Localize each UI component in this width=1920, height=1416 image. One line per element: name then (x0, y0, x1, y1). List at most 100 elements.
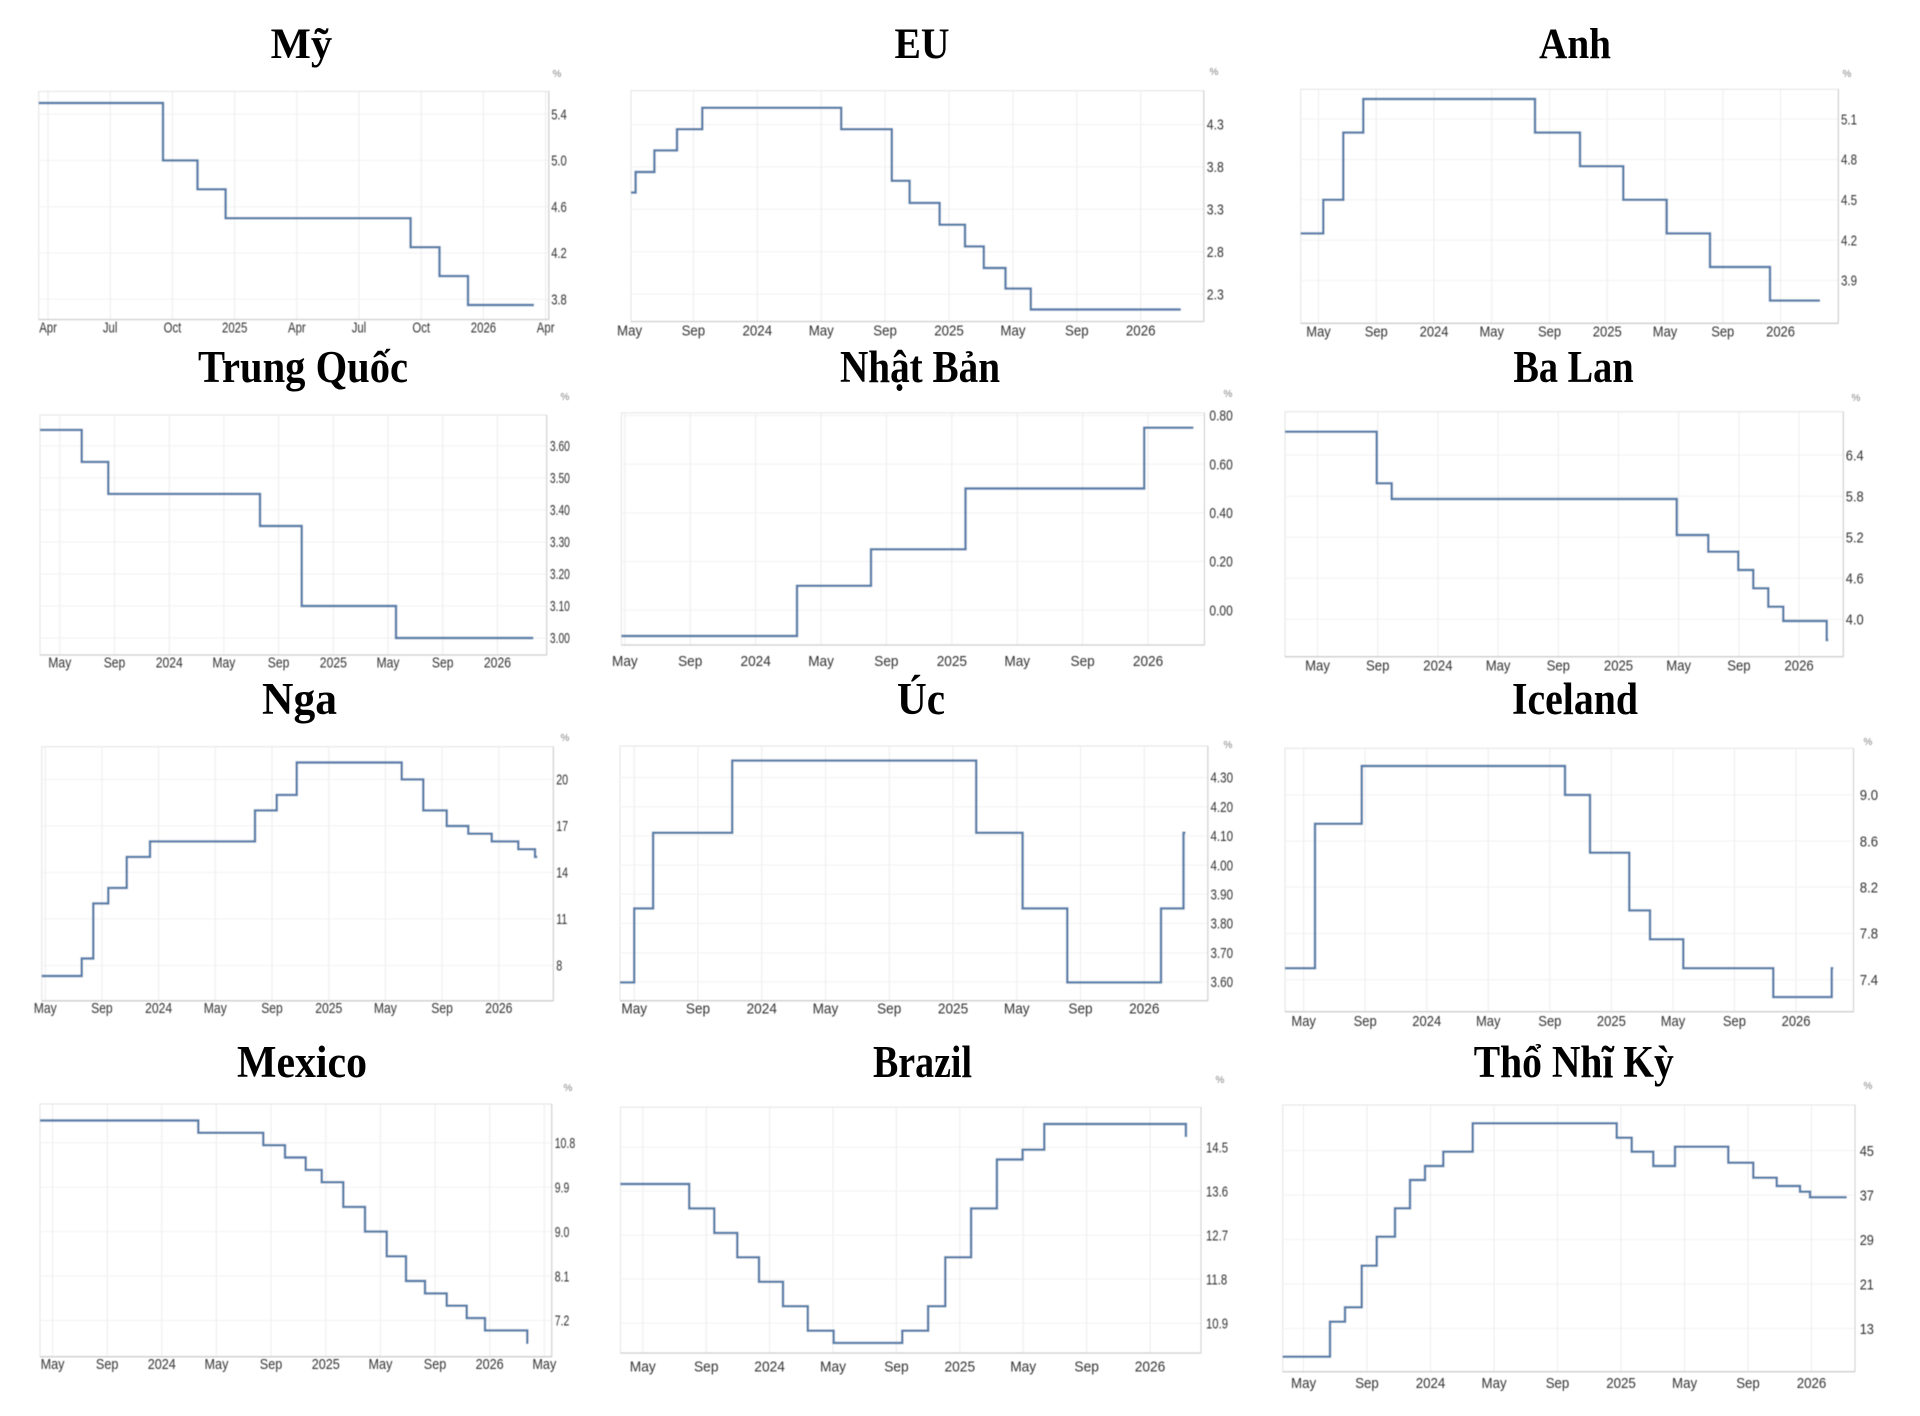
svg-text:3.60: 3.60 (550, 438, 570, 455)
svg-text:%: % (1852, 393, 1861, 404)
svg-text:2025: 2025 (1597, 1013, 1626, 1030)
svg-text:May: May (1653, 323, 1678, 340)
svg-text:Ba Lan: Ba Lan (1513, 342, 1633, 392)
svg-text:%: % (1216, 1075, 1225, 1086)
svg-text:Sep: Sep (1355, 1375, 1379, 1392)
svg-text:May: May (48, 655, 71, 672)
svg-text:May: May (205, 1356, 229, 1373)
svg-text:May: May (369, 1356, 393, 1373)
svg-text:29: 29 (1860, 1232, 1874, 1249)
svg-text:2026: 2026 (1782, 1013, 1811, 1030)
svg-text:2024: 2024 (754, 1358, 785, 1375)
svg-text:45: 45 (1860, 1143, 1874, 1160)
svg-text:May: May (808, 653, 834, 670)
svg-text:2025: 2025 (315, 1000, 342, 1017)
svg-text:%: % (561, 392, 570, 403)
svg-text:Mỹ: Mỹ (271, 21, 333, 68)
svg-text:May: May (1482, 1375, 1508, 1392)
svg-text:2025: 2025 (1604, 658, 1633, 675)
svg-text:May: May (813, 1001, 839, 1018)
svg-text:9.0: 9.0 (1860, 787, 1878, 804)
svg-text:3.8: 3.8 (551, 292, 567, 309)
svg-text:%: % (1864, 1081, 1873, 1092)
svg-text:3.8: 3.8 (1207, 159, 1224, 176)
svg-text:Sep: Sep (678, 653, 702, 670)
svg-text:May: May (41, 1356, 65, 1373)
svg-text:2025: 2025 (934, 322, 964, 339)
svg-text:2024: 2024 (743, 322, 773, 339)
svg-text:%: % (564, 1083, 573, 1094)
svg-text:2025: 2025 (320, 655, 347, 672)
svg-text:4.6: 4.6 (551, 199, 567, 216)
svg-text:14: 14 (556, 865, 568, 882)
svg-text:9.9: 9.9 (555, 1179, 570, 1196)
svg-text:Oct: Oct (164, 320, 182, 337)
svg-text:4.0: 4.0 (1846, 611, 1864, 628)
svg-text:May: May (1291, 1013, 1316, 1030)
svg-text:2024: 2024 (1416, 1375, 1446, 1392)
svg-text:12.7: 12.7 (1206, 1228, 1228, 1245)
svg-text:10.8: 10.8 (555, 1135, 576, 1152)
svg-text:Sep: Sep (884, 1358, 909, 1375)
svg-text:May: May (617, 322, 643, 339)
svg-text:May: May (1306, 323, 1331, 340)
svg-text:May: May (34, 1000, 57, 1017)
svg-text:Apr: Apr (288, 320, 306, 337)
svg-text:Sep: Sep (431, 1000, 453, 1017)
svg-text:May: May (1000, 322, 1026, 339)
svg-text:4.3: 4.3 (1207, 117, 1224, 134)
svg-text:Sep: Sep (1354, 1013, 1377, 1030)
svg-text:May: May (374, 1000, 397, 1017)
svg-text:4.6: 4.6 (1846, 570, 1864, 587)
svg-text:Sep: Sep (432, 655, 454, 672)
svg-text:May: May (1672, 1375, 1698, 1392)
svg-text:0.40: 0.40 (1209, 505, 1232, 522)
svg-text:Thổ Nhĩ Kỳ: Thổ Nhĩ Kỳ (1474, 1037, 1674, 1087)
svg-text:May: May (630, 1358, 656, 1375)
svg-text:2026: 2026 (471, 320, 496, 337)
svg-text:Sep: Sep (261, 1000, 283, 1017)
svg-text:2026: 2026 (1133, 653, 1163, 670)
svg-text:3.3: 3.3 (1207, 202, 1224, 219)
svg-text:13: 13 (1860, 1321, 1874, 1338)
svg-text:2024: 2024 (156, 655, 183, 672)
svg-text:2025: 2025 (222, 320, 247, 337)
svg-text:2025: 2025 (312, 1356, 340, 1373)
svg-text:2026: 2026 (1126, 322, 1156, 339)
svg-text:Sep: Sep (1723, 1013, 1746, 1030)
svg-text:%: % (1224, 740, 1233, 751)
svg-text:Anh: Anh (1539, 21, 1611, 68)
svg-text:May: May (1476, 1013, 1501, 1030)
svg-text:May: May (212, 655, 235, 672)
svg-text:2026: 2026 (485, 1000, 512, 1017)
svg-text:May: May (621, 1001, 647, 1018)
svg-text:Sep: Sep (268, 655, 290, 672)
svg-text:4.30: 4.30 (1211, 770, 1234, 787)
svg-text:%: % (1843, 69, 1852, 80)
svg-text:3.80: 3.80 (1211, 916, 1234, 933)
svg-text:4.2: 4.2 (551, 245, 567, 262)
svg-text:Nhật Bản: Nhật Bản (840, 342, 1000, 392)
svg-text:5.1: 5.1 (1841, 111, 1857, 128)
svg-text:Sep: Sep (1538, 323, 1561, 340)
svg-text:3.70: 3.70 (1211, 945, 1234, 962)
svg-text:4.5: 4.5 (1841, 192, 1857, 209)
svg-text:2024: 2024 (1423, 658, 1452, 675)
svg-text:%: % (1224, 389, 1233, 400)
svg-text:3.10: 3.10 (550, 598, 570, 615)
svg-text:8: 8 (556, 958, 562, 975)
svg-text:2024: 2024 (747, 1001, 777, 1018)
svg-text:May: May (377, 655, 400, 672)
svg-text:May: May (532, 1356, 556, 1373)
svg-text:3.00: 3.00 (550, 630, 570, 647)
svg-text:4.2: 4.2 (1841, 232, 1857, 249)
svg-text:8.1: 8.1 (555, 1268, 570, 1285)
svg-text:Sep: Sep (1366, 658, 1389, 675)
svg-text:3.9: 3.9 (1841, 273, 1857, 290)
svg-text:Sep: Sep (682, 322, 706, 339)
svg-text:Sep: Sep (874, 653, 898, 670)
svg-text:Sep: Sep (1065, 322, 1089, 339)
svg-text:May: May (1305, 658, 1330, 675)
svg-text:2026: 2026 (1785, 658, 1814, 675)
svg-text:21: 21 (1860, 1276, 1874, 1293)
